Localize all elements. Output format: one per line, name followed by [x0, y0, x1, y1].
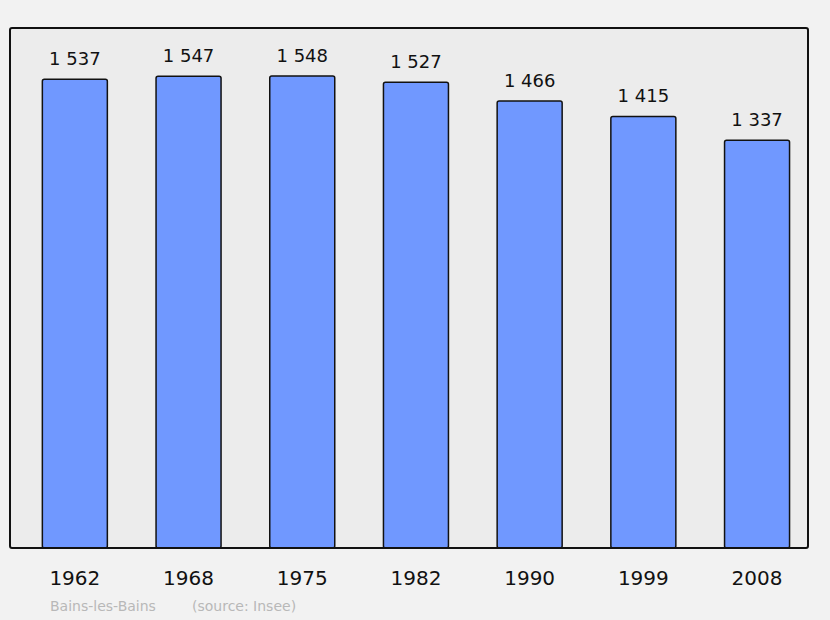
- bar: [611, 116, 676, 548]
- x-tick-label: 1968: [163, 566, 214, 590]
- data-label: 1 537: [49, 48, 101, 69]
- bar: [270, 76, 335, 548]
- chart: 1 537 1962 1 547 1968 1 548 1975 1 527 1982 1 46…: [0, 0, 830, 620]
- title: Bains-les-Bains: [50, 598, 156, 614]
- data-label: 1 466: [504, 70, 556, 91]
- data-label: 1 415: [618, 85, 670, 106]
- plot-frame: [10, 28, 808, 548]
- data-label: 1 547: [163, 45, 215, 66]
- bar: [725, 140, 790, 548]
- background: [0, 0, 830, 620]
- plot-area: [10, 28, 808, 548]
- x-tick-label: 1962: [49, 566, 100, 590]
- x-tick-label: 1990: [504, 566, 555, 590]
- subtitle: (source: Insee): [192, 598, 296, 614]
- x-tick-label: 1982: [390, 566, 441, 590]
- data-label: 1 527: [390, 51, 442, 72]
- x-tick-label: 1999: [618, 566, 669, 590]
- bar: [156, 76, 221, 548]
- bars: [42, 76, 789, 548]
- bar: [497, 101, 562, 548]
- bar: [383, 82, 448, 548]
- bar: [42, 79, 107, 548]
- chart-root: 1 537 1962 1 547 1968 1 548 1975 1 527 1982 1 46…: [0, 0, 830, 620]
- data-label: 1 337: [731, 109, 783, 130]
- data-label: 1 548: [276, 45, 328, 66]
- x-tick-label: 1975: [277, 566, 328, 590]
- x-tick-label: 2008: [732, 566, 783, 590]
